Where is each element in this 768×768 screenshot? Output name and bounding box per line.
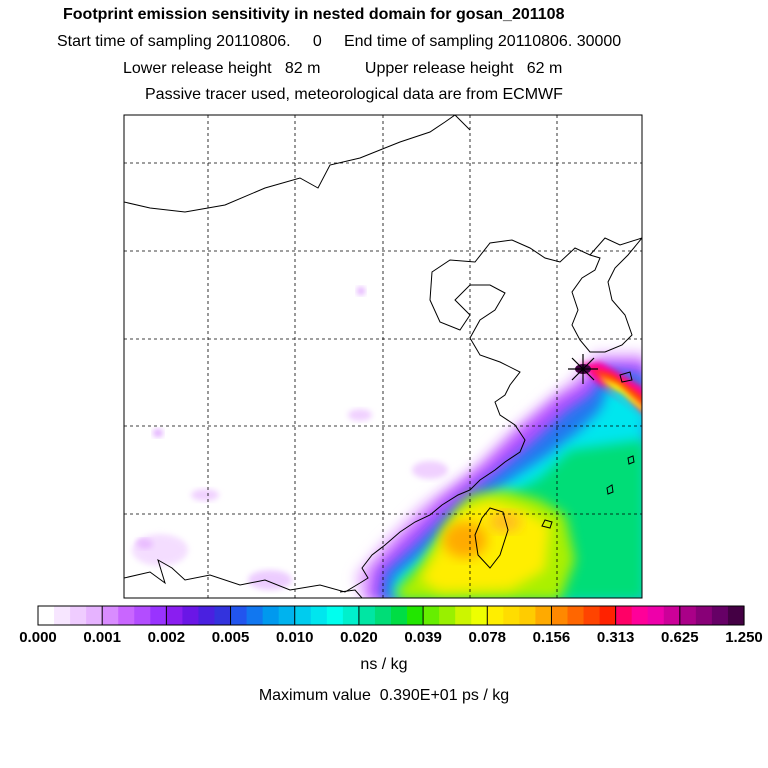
sensitivity-field [132, 287, 642, 598]
colorbar-tick-label: 0.002 [147, 629, 186, 646]
colorbar-swatch [615, 606, 633, 625]
plume-orange-core [443, 522, 487, 558]
colorbar-swatch [134, 606, 151, 625]
colorbar-tick-label: 0.005 [211, 629, 250, 646]
release-site-star [568, 354, 598, 384]
colorbar-swatch [342, 606, 360, 625]
colorbar-swatch [647, 606, 665, 625]
plume-orange-secondary [489, 512, 521, 532]
sampling-time-info: Start time of sampling 20110806. 0 End t… [57, 33, 622, 50]
colorbar-swatch [38, 606, 55, 625]
colorbar-tick-label: 0.000 [19, 629, 57, 646]
taiwan-coast [474, 507, 509, 569]
northern-border [124, 115, 456, 213]
colorbar-swatch [198, 606, 216, 625]
colorbar-tick-label: 0.020 [340, 629, 378, 646]
colorbar-swatch [727, 606, 745, 625]
colorbar-swatch [246, 606, 264, 625]
colorbar-ticks [37, 606, 745, 625]
northern-border-extension [454, 115, 471, 131]
colorbar-swatch [294, 606, 312, 625]
north-china-coast [359, 237, 642, 584]
map-frame [123, 114, 643, 599]
colorbar-swatch [583, 606, 601, 625]
colorbar-tick-label: 0.313 [596, 629, 635, 646]
lat-lon-grid [124, 115, 642, 598]
colorbar-tick-label: 0.039 [404, 629, 442, 646]
colorbar-swatch [455, 606, 472, 625]
korean-peninsula-coast [571, 237, 642, 353]
patch-mid [348, 409, 372, 421]
colorbar-swatch [214, 606, 232, 625]
southwest-border [124, 558, 361, 593]
colorbar-swatch [310, 606, 328, 625]
patch-north [357, 287, 365, 295]
colorbar-tick-label: 0.010 [275, 629, 314, 646]
colorbar-tick-label: 1.250 [725, 629, 763, 646]
colorbar-swatch [262, 606, 280, 625]
colorbar-tick-label: 0.625 [661, 629, 699, 646]
colorbar-tick-label: 0.078 [468, 629, 507, 646]
colorbar-swatch [535, 606, 553, 625]
colorbar-swatch [86, 606, 103, 625]
colorbar-swatch [679, 606, 697, 625]
release-height-info: Lower release height 82 m Upper release … [123, 60, 563, 77]
colorbar-swatch [551, 606, 569, 625]
colorbar [37, 605, 745, 626]
ryukyu-island-1 [606, 484, 614, 495]
colorbar-swatch [567, 606, 585, 625]
maximum-value-label: Maximum value 0.390E+01 ps / kg [258, 687, 510, 704]
release-streak-cyan [600, 384, 642, 422]
colorbar-swatch [166, 606, 184, 625]
coastlines [124, 115, 642, 598]
patch-west [153, 429, 163, 437]
colorbar-swatch [230, 606, 248, 625]
colorbar-swatch [423, 606, 440, 625]
colorbar-swatch [439, 606, 456, 625]
release-site-marker [568, 354, 598, 384]
star-ray-diagonal-2 [571, 357, 595, 381]
patch-center-west [191, 489, 219, 501]
colorbar-swatch [695, 606, 713, 625]
colorbar-swatch [118, 606, 135, 625]
patch-south [248, 570, 292, 590]
colorbar-swatch [391, 606, 408, 625]
colorbar-swatch [503, 606, 520, 625]
colorbar-swatch [54, 606, 71, 625]
colorbar-swatch [182, 606, 200, 625]
ryukyu-island-3 [619, 371, 633, 383]
colorbar-swatch [358, 606, 376, 625]
colorbar-units: ns / kg [360, 656, 408, 673]
colorbar-swatch [407, 606, 424, 625]
colorbar-swatch [519, 606, 537, 625]
colorbar-swatch [278, 606, 296, 625]
colorbar-swatch [663, 606, 681, 625]
colorbar-swatch [150, 606, 167, 625]
patch-southwest-halo [132, 534, 188, 566]
colorbar-swatch [599, 606, 617, 625]
hainan-coast [339, 589, 363, 598]
plot-title: Footprint emission sensitivity in nested… [63, 6, 565, 23]
colorbar-swatch [102, 606, 119, 625]
colorbar-swatch [487, 606, 504, 625]
colorbar-swatch [374, 606, 392, 625]
tracer-info: Passive tracer used, meteorological data… [145, 86, 563, 103]
minor-island [541, 519, 553, 529]
colorbar-swatch [711, 606, 729, 625]
colorbar-swatch [70, 606, 87, 625]
colorbar-swatch [471, 606, 488, 625]
patch-east-coast [412, 461, 448, 479]
colorbar-swatch [326, 606, 344, 625]
ryukyu-island-2 [627, 455, 635, 465]
colorbar-tick-label: 0.156 [532, 629, 571, 646]
colorbar-tick-label: 0.001 [83, 629, 121, 646]
colorbar-swatch [631, 606, 649, 625]
